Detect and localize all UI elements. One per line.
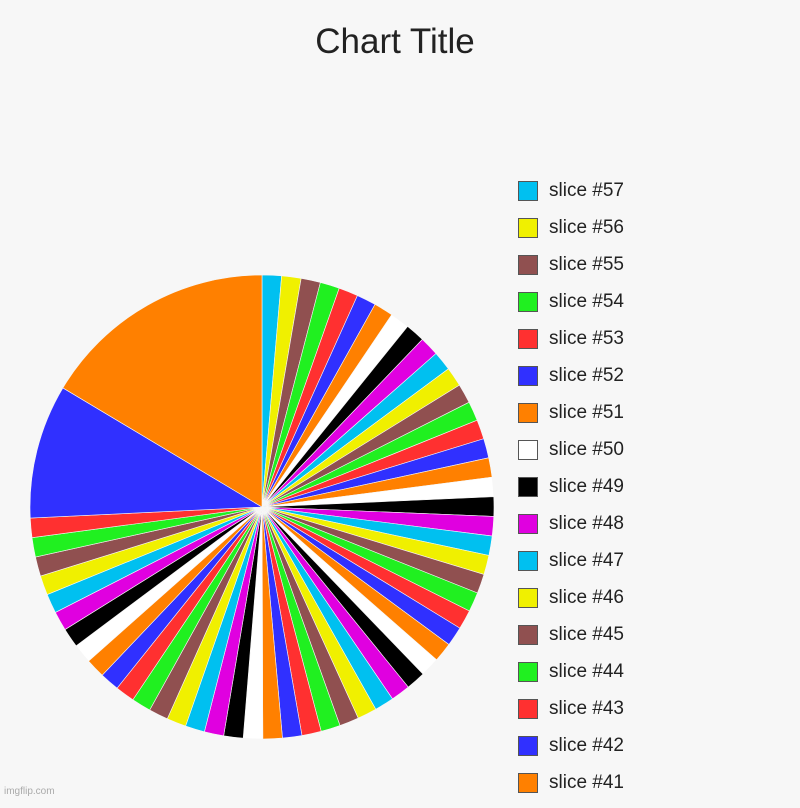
- legend-swatch: [518, 736, 538, 756]
- legend-label: slice #42: [549, 735, 624, 756]
- legend-swatch: [518, 699, 538, 719]
- legend-label: slice #41: [549, 772, 624, 793]
- legend-swatch: [518, 255, 538, 275]
- legend-item: slice #55: [518, 253, 624, 290]
- legend-item: slice #48: [518, 512, 624, 549]
- legend-label: slice #48: [549, 513, 624, 534]
- watermark: imgflip.com: [4, 786, 55, 797]
- legend-item: slice #54: [518, 290, 624, 327]
- legend-swatch: [518, 329, 538, 349]
- legend-swatch: [518, 514, 538, 534]
- legend-label: slice #53: [549, 328, 624, 349]
- legend-swatch: [518, 773, 538, 793]
- legend-swatch: [518, 292, 538, 312]
- legend-item: slice #45: [518, 623, 624, 660]
- legend-label: slice #51: [549, 402, 624, 423]
- legend-label: slice #47: [549, 550, 624, 571]
- legend-item: slice #50: [518, 438, 624, 475]
- legend-item: slice #46: [518, 586, 624, 623]
- legend-item: slice #56: [518, 216, 624, 253]
- legend-item: slice #43: [518, 697, 624, 734]
- legend-label: slice #43: [549, 698, 624, 719]
- legend-item: slice #47: [518, 549, 624, 586]
- legend-label: slice #57: [549, 180, 624, 201]
- pie-slice-2: [29, 387, 264, 519]
- legend-item: slice #49: [518, 475, 624, 512]
- legend-label: slice #46: [549, 587, 624, 608]
- legend-swatch: [518, 477, 538, 497]
- legend: slice #57 slice #56 slice #55 slice #54 slic…: [518, 179, 624, 808]
- legend-label: slice #56: [549, 217, 624, 238]
- legend-swatch: [518, 440, 538, 460]
- legend-swatch: [518, 403, 538, 423]
- legend-item: slice #44: [518, 660, 624, 697]
- legend-label: slice #50: [549, 439, 624, 460]
- legend-item: slice #53: [518, 327, 624, 364]
- legend-label: slice #52: [549, 365, 624, 386]
- legend-swatch: [518, 588, 538, 608]
- legend-swatch: [518, 625, 538, 645]
- legend-label: slice #45: [549, 624, 624, 645]
- legend-item: slice #51: [518, 401, 624, 438]
- legend-item: slice #41: [518, 771, 624, 808]
- legend-item: slice #42: [518, 734, 624, 771]
- legend-swatch: [518, 218, 538, 238]
- legend-swatch: [518, 551, 538, 571]
- legend-swatch: [518, 366, 538, 386]
- legend-item: slice #52: [518, 364, 624, 401]
- pie-slice-1: [62, 274, 263, 508]
- legend-label: slice #49: [549, 476, 624, 497]
- legend-label: slice #55: [549, 254, 624, 275]
- chart-title: Chart Title: [315, 22, 475, 61]
- legend-item: slice #57: [518, 179, 624, 216]
- legend-swatch: [518, 181, 538, 201]
- legend-swatch: [518, 662, 538, 682]
- legend-label: slice #54: [549, 291, 624, 312]
- legend-label: slice #44: [549, 661, 624, 682]
